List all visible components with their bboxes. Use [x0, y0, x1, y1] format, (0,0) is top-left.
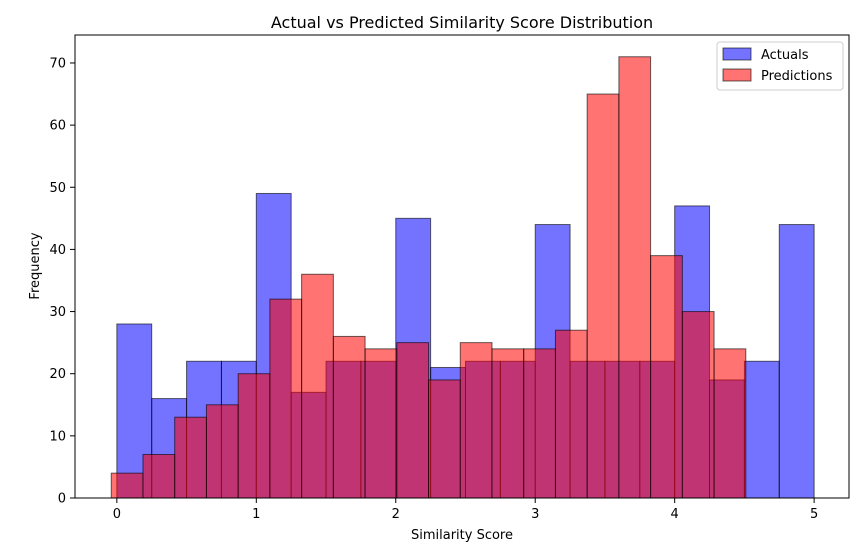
- predictions-bar-12: [491, 348, 525, 499]
- predictions-bar-18: [681, 311, 715, 499]
- legend-swatch-actuals: [722, 47, 752, 61]
- predictions-bar-7: [332, 335, 366, 499]
- x-tick-label-1: 1: [252, 507, 260, 522]
- predictions-bar-0: [110, 472, 144, 499]
- chart-title: Actual vs Predicted Similarity Score Dis…: [271, 13, 653, 32]
- predictions-bar-13: [523, 348, 556, 499]
- predictions-bar-11: [459, 342, 493, 499]
- predictions-bar-16: [618, 56, 652, 499]
- y-tick-label-0: 0: [58, 492, 66, 507]
- x-tick-label-0: 0: [113, 507, 121, 522]
- legend-swatch-predictions: [722, 68, 752, 82]
- predictions-bars: [110, 56, 747, 499]
- y-tick-label-2: 20: [49, 367, 66, 382]
- predictions-bar-3: [205, 404, 239, 499]
- predictions-bar-5: [269, 298, 303, 499]
- y-tick-label-4: 40: [49, 243, 66, 258]
- predictions-bar-9: [396, 342, 430, 499]
- y-tick-label-7: 70: [49, 56, 66, 71]
- legend-label-actuals: Actuals: [761, 48, 809, 63]
- y-tick-label-5: 50: [49, 181, 66, 196]
- predictions-bar-10: [428, 379, 461, 499]
- predictions-bar-8: [364, 348, 398, 499]
- x-axis-label: Similarity Score: [411, 528, 513, 543]
- x-tick-label-3: 3: [531, 507, 539, 522]
- x-tick-label-2: 2: [392, 507, 400, 522]
- y-tick-label-1: 10: [49, 429, 66, 444]
- predictions-bar-2: [174, 416, 207, 499]
- x-axis-ticks: 0 1 2 3 4 5: [113, 498, 818, 522]
- plot-frame: [74, 34, 850, 499]
- predictions-bar-19: [713, 348, 747, 499]
- y-axis-label: Frequency: [28, 232, 43, 299]
- predictions-bar-14: [554, 329, 588, 499]
- y-tick-label-3: 30: [49, 305, 66, 320]
- predictions-bar-1: [142, 453, 176, 499]
- actuals-bar-19: [778, 224, 815, 499]
- actuals-bar-18: [743, 360, 780, 499]
- predictions-bar-4: [237, 373, 271, 499]
- x-tick-label-5: 5: [810, 507, 818, 522]
- predictions-bar-15: [586, 93, 620, 499]
- legend: Actuals Predictions: [716, 41, 844, 91]
- predictions-bar-6: [301, 273, 334, 499]
- x-tick-label-4: 4: [671, 507, 679, 522]
- predictions-bar-17: [650, 255, 683, 499]
- y-tick-label-6: 60: [49, 119, 66, 134]
- legend-label-predictions: Predictions: [761, 69, 833, 84]
- y-axis-ticks: 0 10 20 30 40 50 60 70: [49, 56, 75, 507]
